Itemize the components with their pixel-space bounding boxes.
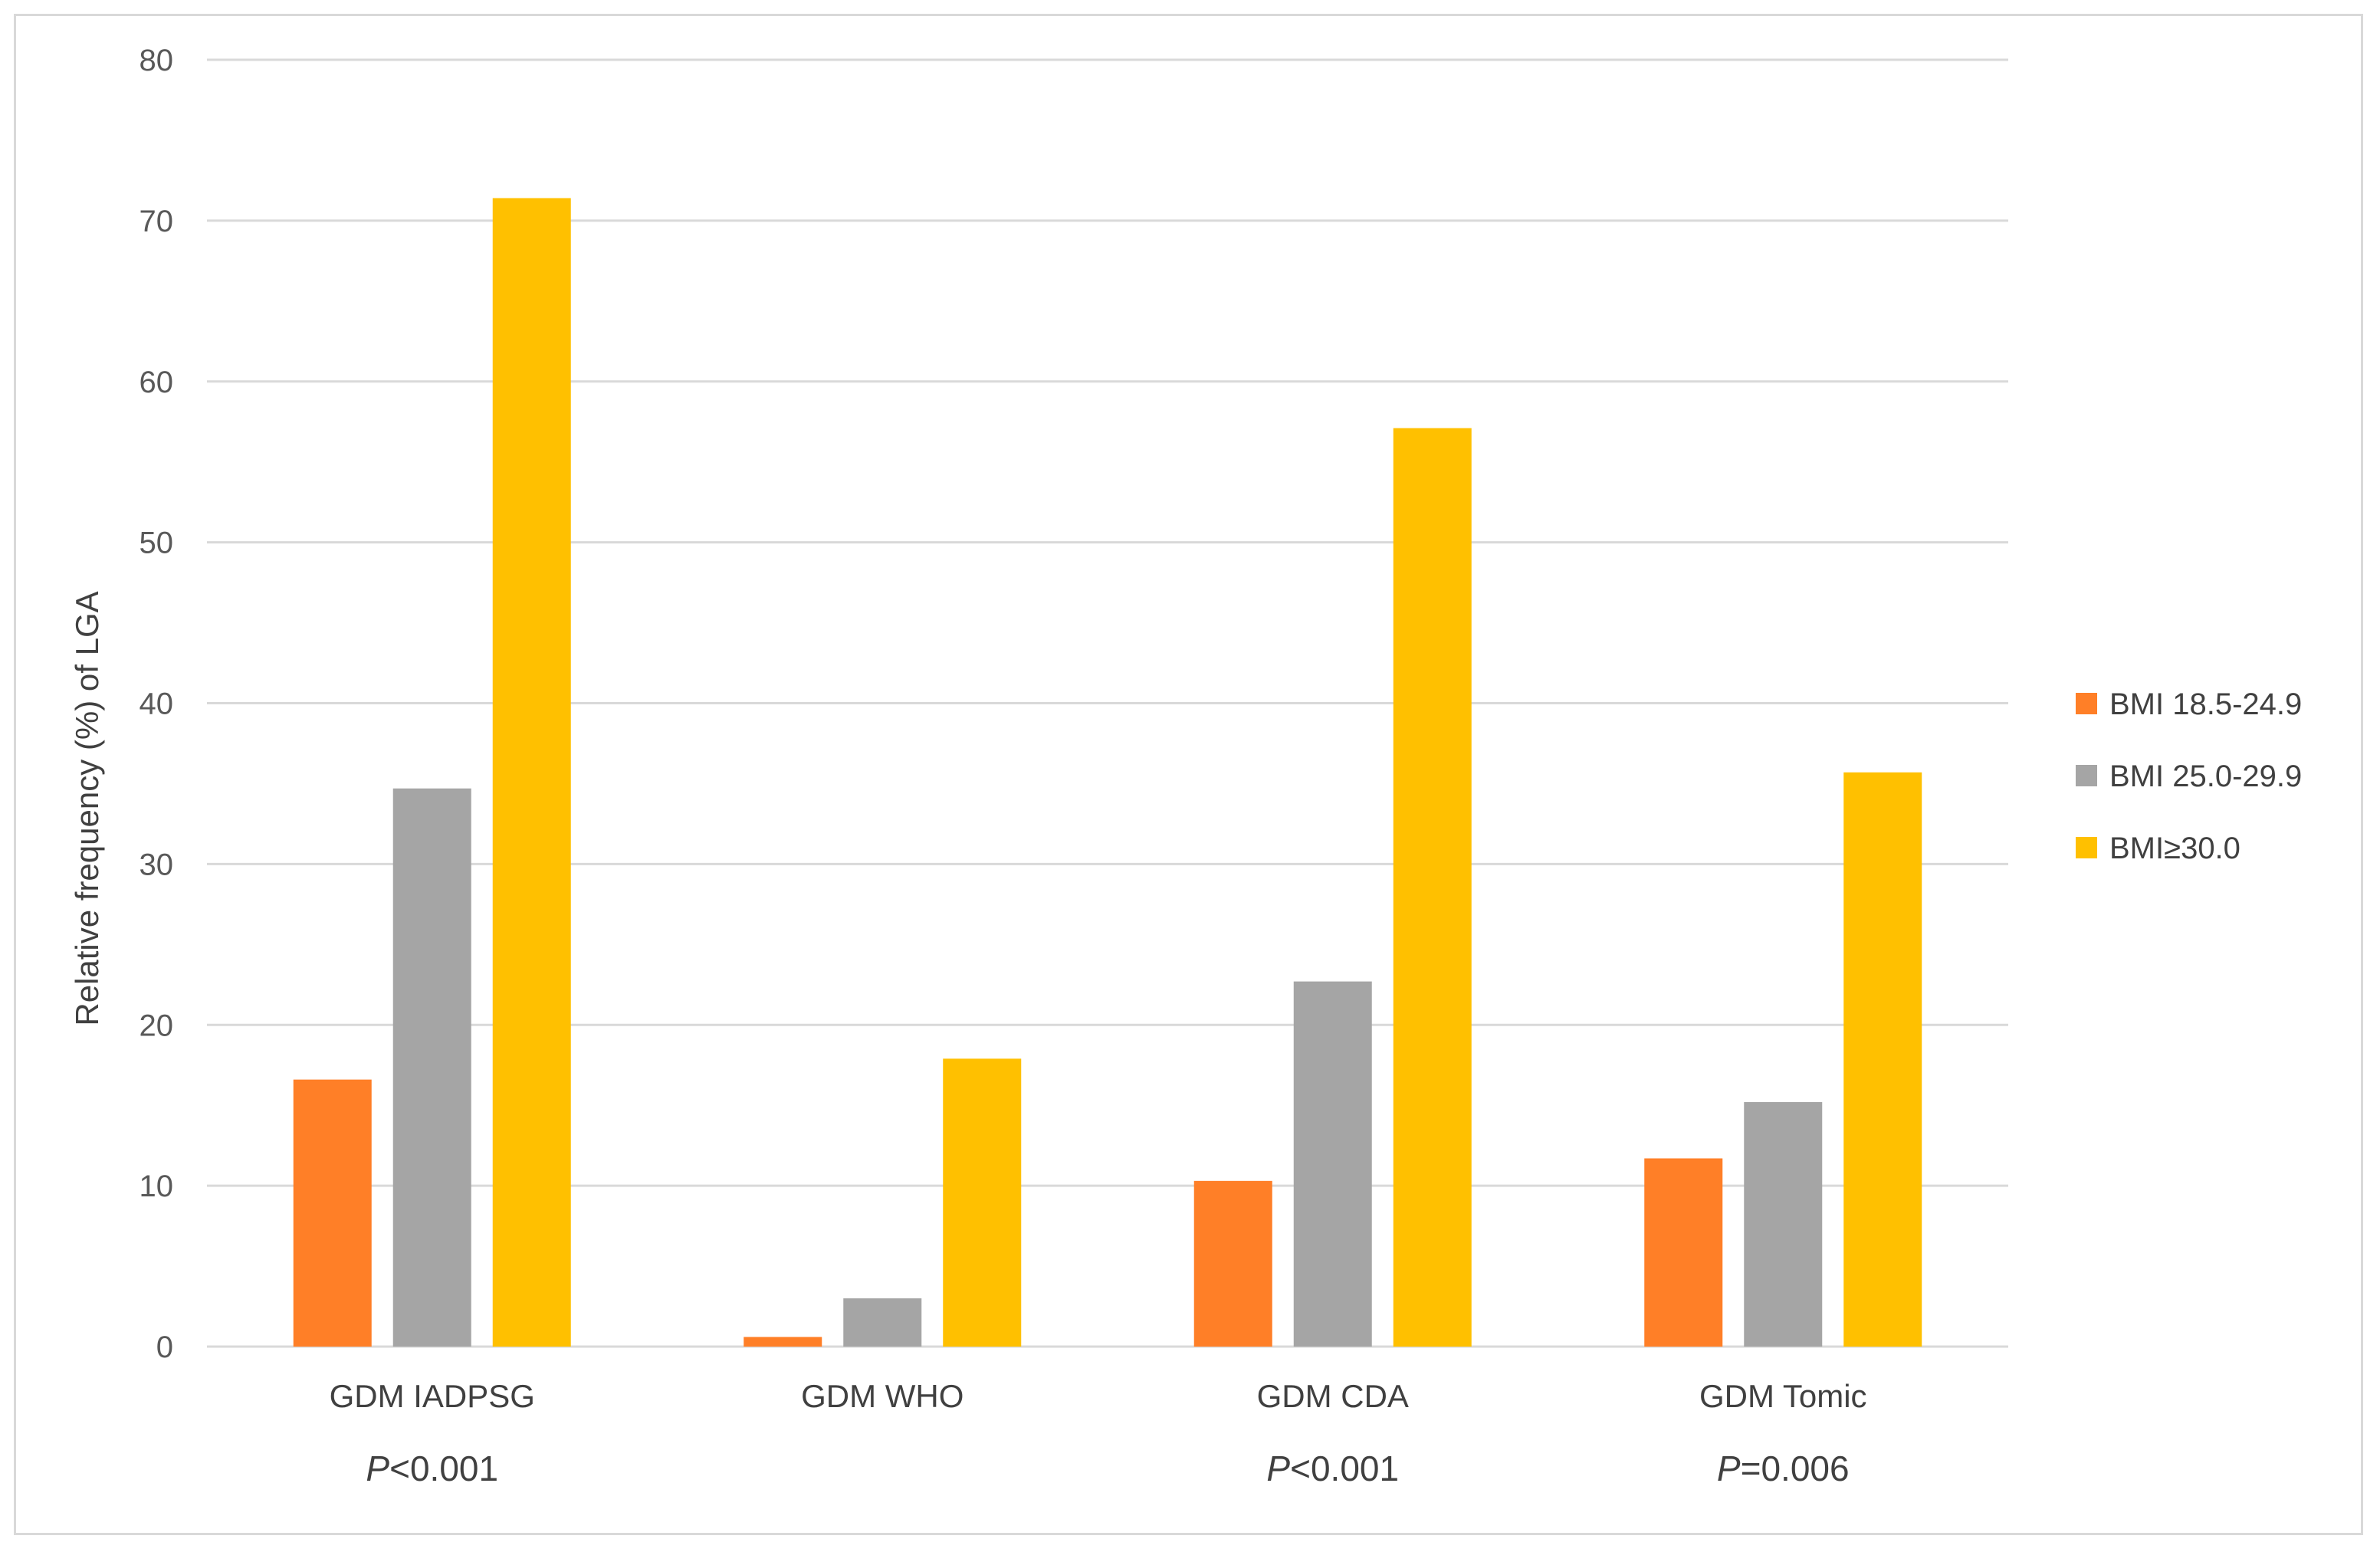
- p-value-text: <0.001: [1290, 1449, 1399, 1488]
- p-value-label: P<0.001: [1266, 1449, 1399, 1488]
- bar: [943, 1058, 1022, 1347]
- bar: [744, 1337, 822, 1347]
- y-tick-label: 10: [140, 1170, 174, 1203]
- legend-label: BMI 18.5-24.9: [2109, 687, 2302, 721]
- legend-label: BMI 25.0-29.9: [2109, 760, 2302, 793]
- y-tick-label: 50: [140, 527, 174, 560]
- p-value-symbol: P: [1717, 1449, 1741, 1488]
- bar: [1644, 1158, 1723, 1347]
- p-value-symbol: P: [1266, 1449, 1290, 1488]
- y-tick-label: 30: [140, 848, 174, 881]
- bar: [293, 1079, 372, 1347]
- x-category-label: GDM CDA: [1257, 1378, 1409, 1414]
- y-tick-label: 70: [140, 205, 174, 238]
- legend-swatch: [2076, 765, 2097, 786]
- legend: BMI 18.5-24.9 BMI 25.0-29.9 BMI≥30.0: [2076, 687, 2302, 865]
- bar: [1393, 428, 1472, 1347]
- y-tick-label: 20: [140, 1009, 174, 1042]
- x-category-label: GDM WHO: [801, 1378, 963, 1414]
- bar: [492, 198, 571, 1347]
- bar: [1744, 1101, 1823, 1347]
- legend-label: BMI≥30.0: [2109, 832, 2240, 865]
- y-tick-label: 80: [140, 44, 174, 77]
- p-value-label: P=0.006: [1717, 1449, 1850, 1488]
- y-tick-label: 60: [140, 366, 174, 399]
- bar: [1293, 981, 1372, 1347]
- gridlines: [207, 58, 2008, 1348]
- x-category-label: GDM IADPSG: [330, 1378, 535, 1414]
- bar: [843, 1298, 922, 1347]
- legend-swatch: [2076, 693, 2097, 714]
- p-value-text: <0.001: [389, 1449, 498, 1488]
- bar: [1843, 772, 1922, 1347]
- y-axis-ticks: 0 10 20 30 40 50 60 70 80: [140, 44, 174, 1364]
- y-axis-title: Relative frequency (%) of LGA: [69, 591, 105, 1025]
- bars: [293, 198, 1922, 1347]
- y-tick-label: 0: [156, 1331, 173, 1364]
- x-category-label: GDM Tomic: [1699, 1378, 1867, 1414]
- y-tick-label: 40: [140, 687, 174, 721]
- p-value-symbol: P: [366, 1449, 389, 1488]
- p-value-annotations: P<0.001 P<0.001 P=0.006: [366, 1449, 1849, 1488]
- bar: [392, 788, 471, 1347]
- legend-swatch: [2076, 837, 2097, 858]
- bar: [1193, 1180, 1272, 1347]
- p-value-text: =0.006: [1741, 1449, 1850, 1488]
- x-axis-categories: GDM IADPSG GDM WHO GDM CDA GDM Tomic: [330, 1378, 1867, 1414]
- p-value-label: P<0.001: [366, 1449, 498, 1488]
